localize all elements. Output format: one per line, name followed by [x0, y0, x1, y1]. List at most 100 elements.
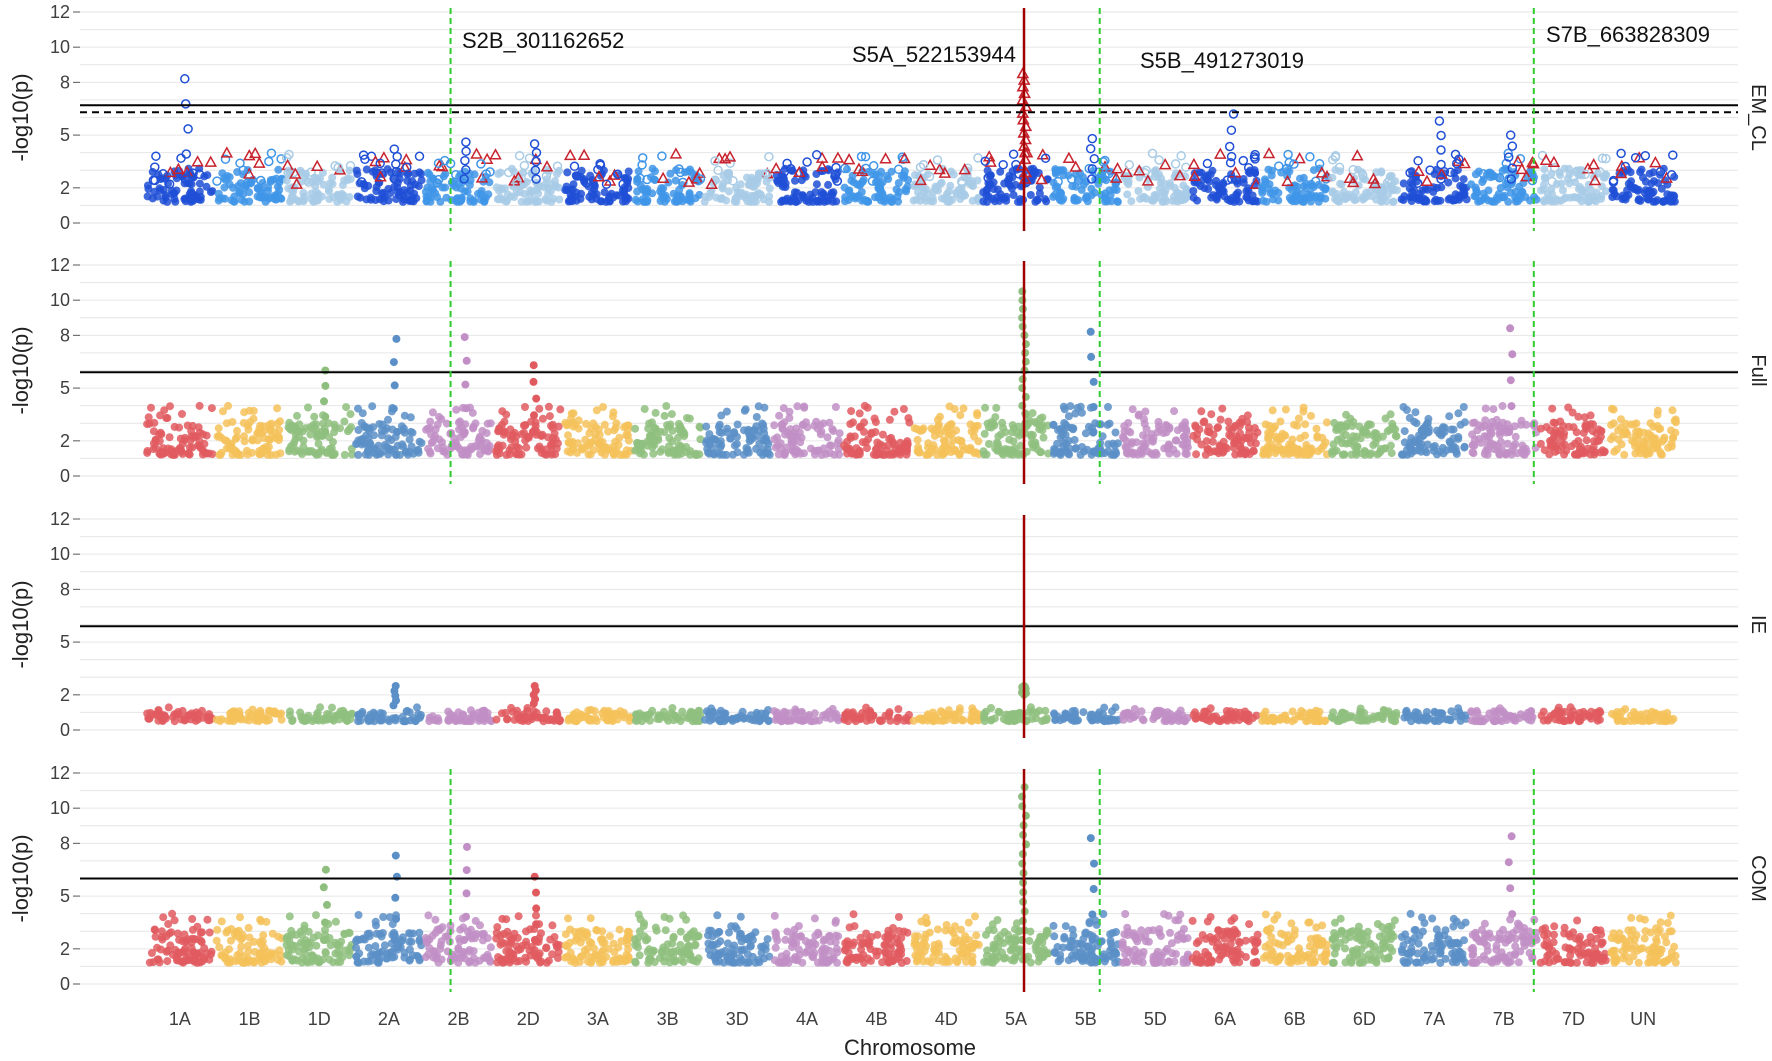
snp-point — [1154, 155, 1164, 165]
snp-point — [1112, 716, 1120, 725]
snp-point — [1537, 711, 1546, 720]
snp-point — [535, 404, 544, 413]
snp-point — [1200, 707, 1209, 716]
snp-point — [860, 152, 871, 162]
snp-point — [1658, 437, 1667, 446]
snp-point — [1051, 166, 1060, 175]
snp-point — [1550, 436, 1559, 445]
snp-marker-triangle — [1515, 162, 1529, 175]
snp-point — [1585, 193, 1594, 202]
snp-point — [438, 438, 446, 447]
snp-point — [797, 709, 806, 718]
snp-point — [1182, 450, 1191, 458]
snp-point — [403, 170, 412, 179]
snp-point — [967, 713, 976, 722]
snp-point — [1579, 428, 1588, 437]
snp-point — [1540, 197, 1548, 206]
snp-marker-triangle — [248, 146, 262, 159]
snp-point — [342, 403, 351, 412]
snp-point — [283, 168, 293, 178]
snp-point — [595, 158, 605, 169]
snp-point — [306, 430, 315, 439]
snp-point — [435, 412, 443, 421]
peak-point — [461, 137, 471, 147]
snp-point — [1449, 441, 1458, 450]
snp-point — [1406, 438, 1415, 447]
snp-point — [970, 449, 979, 458]
snp-point — [1586, 411, 1595, 420]
snp-point — [841, 710, 850, 719]
snp-point — [930, 712, 939, 721]
peak-point — [183, 124, 193, 134]
snp-point — [724, 187, 733, 196]
snp-point — [1049, 192, 1058, 201]
peak-point — [1228, 109, 1239, 119]
snp-point — [1571, 166, 1582, 177]
snp-point — [587, 424, 596, 433]
snp-point — [257, 185, 266, 194]
snp-point — [1626, 711, 1635, 720]
snp-point — [1327, 155, 1338, 165]
peak-point — [1505, 428, 1514, 436]
snp-point — [940, 449, 949, 458]
snp-point — [777, 197, 786, 206]
snp-point — [980, 156, 991, 166]
snp-point — [322, 448, 331, 457]
snp-point — [1655, 166, 1666, 177]
snp-point — [1460, 189, 1469, 198]
snp-point — [288, 717, 297, 726]
peak-point — [530, 165, 541, 176]
snp-point — [1302, 184, 1311, 193]
snp-point — [1124, 419, 1133, 427]
peak-point — [1085, 143, 1096, 154]
snp-point — [998, 159, 1008, 170]
peak-point — [459, 428, 468, 436]
snp-point — [1627, 177, 1636, 186]
snp-point — [828, 704, 837, 713]
snp-point — [1093, 715, 1102, 724]
snp-point — [1644, 429, 1653, 438]
snp-point — [1042, 716, 1051, 724]
snp-point — [1100, 703, 1109, 712]
snp-point — [611, 710, 620, 719]
snp-point — [1180, 195, 1189, 204]
snp-point — [691, 450, 700, 459]
snp-point — [1038, 413, 1047, 422]
snp-point — [1208, 437, 1217, 446]
snp-point — [1111, 428, 1120, 437]
snp-point — [667, 410, 676, 419]
snp-point — [467, 717, 476, 726]
snp-point — [924, 171, 935, 182]
snp-point — [1009, 191, 1018, 199]
snp-point — [1176, 151, 1186, 161]
snp-point — [1620, 429, 1629, 438]
snp-point — [1437, 715, 1446, 724]
snp-point — [1616, 148, 1626, 159]
snp-point — [519, 160, 530, 171]
snp-point — [962, 163, 973, 173]
snp-point — [886, 716, 895, 725]
snp-point — [750, 191, 759, 200]
snp-point — [451, 439, 460, 448]
snp-point — [266, 176, 275, 185]
snp-point — [1154, 417, 1163, 426]
snp-point — [174, 445, 183, 454]
snp-point — [433, 174, 444, 185]
snp-point — [569, 422, 578, 431]
snp-point — [160, 406, 169, 415]
snp-point — [602, 197, 611, 206]
snp-point — [1231, 450, 1240, 459]
snp-point — [498, 407, 507, 416]
snp-marker-triangle — [1367, 172, 1380, 184]
snp-marker-triangle — [1520, 170, 1533, 182]
snp-point — [664, 422, 673, 431]
snp-point — [265, 426, 274, 435]
peak-point — [460, 333, 469, 342]
snp-point — [1289, 159, 1299, 169]
snp-marker-triangle — [1281, 174, 1294, 187]
snp-point — [1364, 420, 1373, 429]
snp-point — [245, 406, 254, 415]
snp-point — [145, 419, 154, 428]
snp-point — [1028, 409, 1037, 418]
snp-point — [861, 709, 870, 718]
